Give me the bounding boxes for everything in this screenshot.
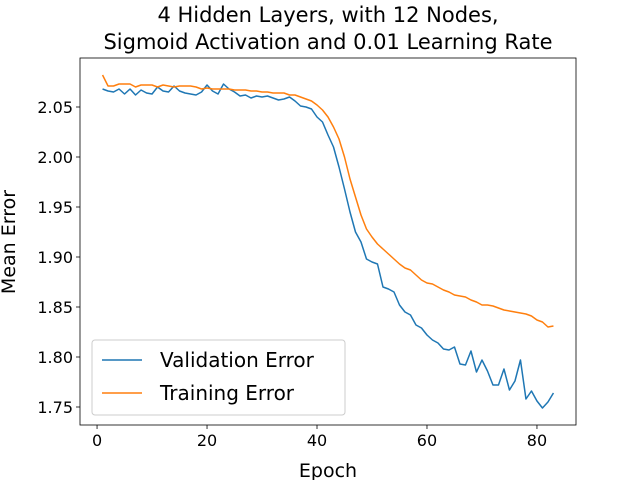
x-tick-label: 0 xyxy=(92,431,102,450)
y-tick-label: 2.00 xyxy=(37,148,73,167)
legend-label: Training Error xyxy=(159,381,295,405)
y-tick-label: 1.90 xyxy=(37,248,73,267)
chart-title-line: Sigmoid Activation and 0.01 Learning Rat… xyxy=(103,30,552,54)
x-tick-label: 80 xyxy=(527,431,547,450)
line-series xyxy=(102,83,555,409)
line-series xyxy=(101,74,554,328)
chart-title-line: 4 Hidden Layers, with 12 Nodes, xyxy=(157,3,498,27)
y-tick-label: 2.05 xyxy=(37,98,73,117)
legend-box xyxy=(91,339,346,416)
x-tick-label: 40 xyxy=(307,431,327,450)
x-axis-label: Epoch xyxy=(299,460,357,480)
y-tick-label: 1.95 xyxy=(37,198,73,217)
y-axis-label: Mean Error xyxy=(0,190,20,294)
y-tick-label: 1.85 xyxy=(37,298,73,317)
axes-frame xyxy=(79,57,577,426)
legend-label: Validation Error xyxy=(160,348,315,372)
y-tick-label: 1.75 xyxy=(37,398,73,417)
x-tick-label: 60 xyxy=(417,431,437,450)
x-tick-label: 20 xyxy=(197,431,217,450)
y-tick-label: 1.80 xyxy=(37,348,73,367)
